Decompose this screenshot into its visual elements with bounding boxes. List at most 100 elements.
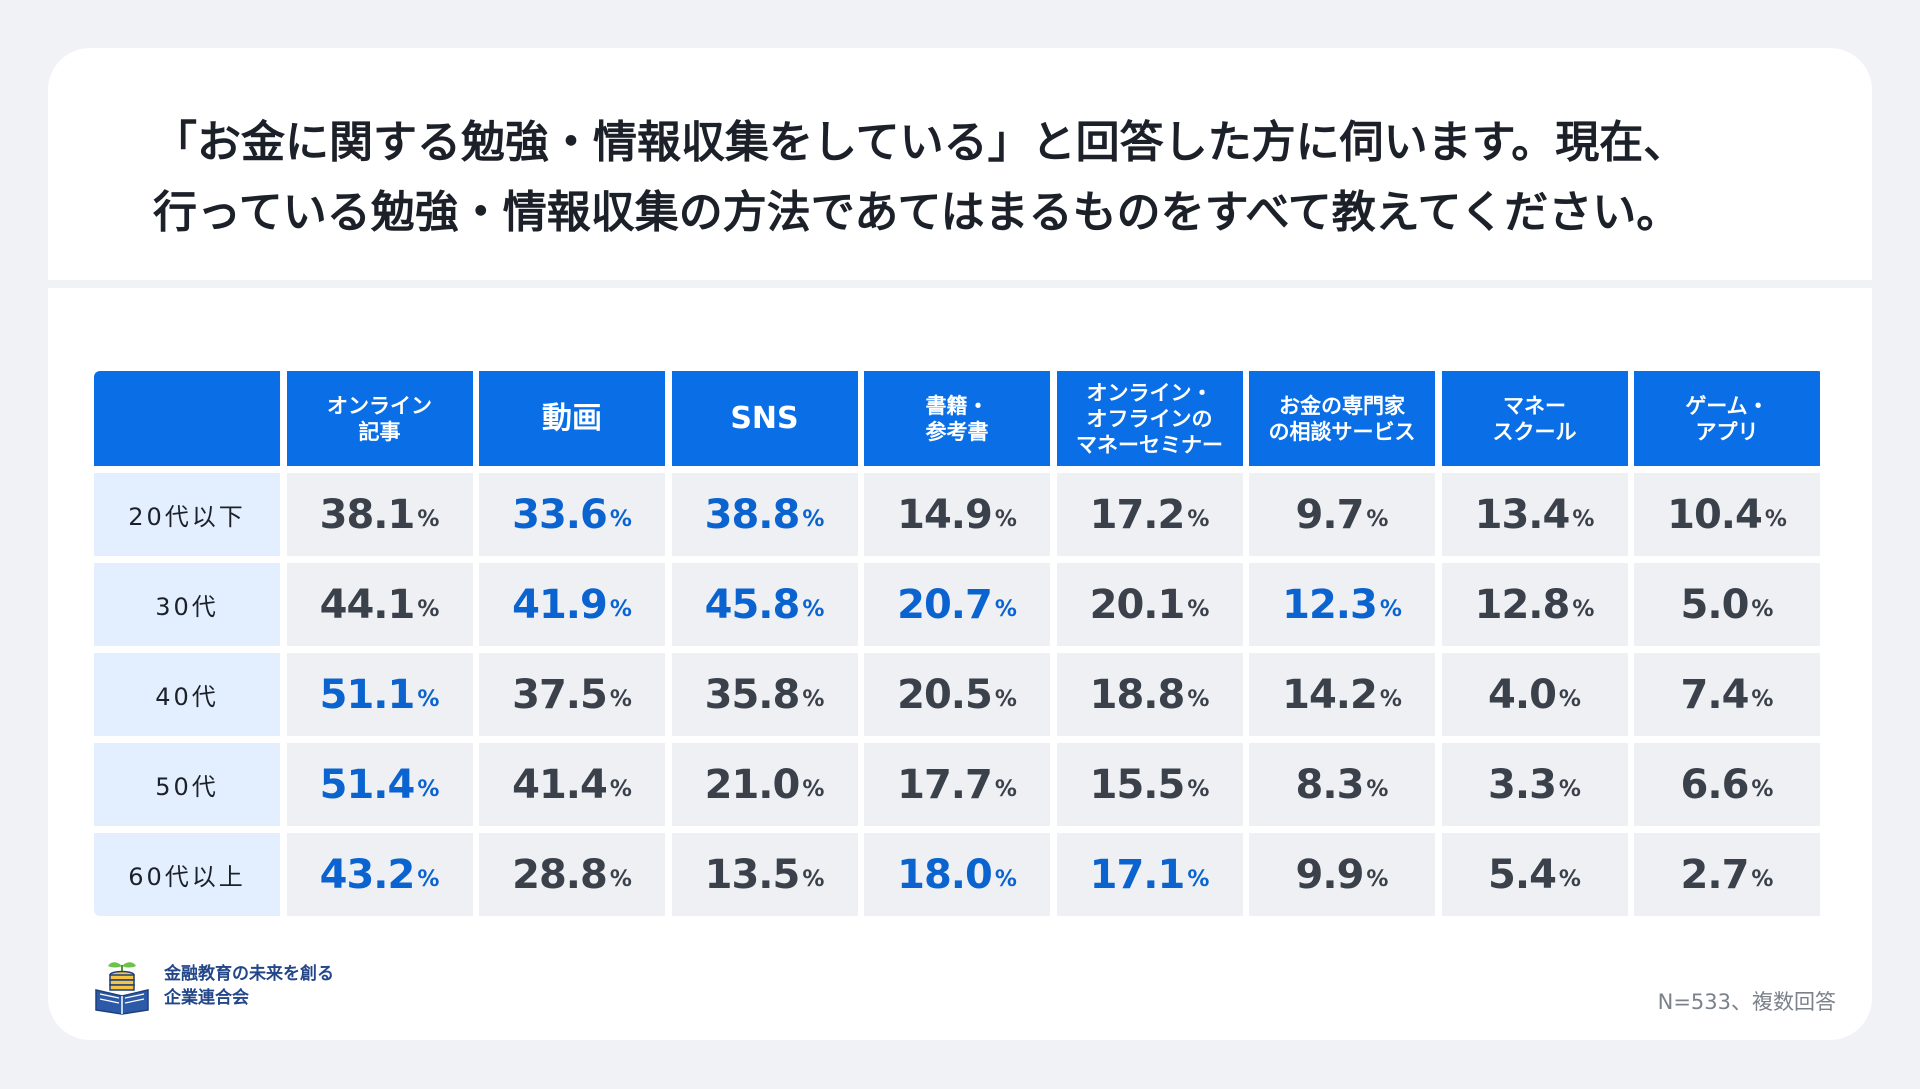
cell-value: 14.9	[897, 491, 993, 538]
table-cell: 13.5%	[671, 833, 858, 916]
column-header: オンライン・ オフラインの マネーセミナー	[1056, 371, 1243, 466]
table-cell: 17.7%	[864, 743, 1050, 826]
cell-value: 2.7	[1680, 851, 1750, 898]
cell-value: 51.1	[319, 671, 416, 718]
cell-value: 17.1	[1089, 851, 1186, 898]
cell-value: 12.8	[1474, 581, 1571, 628]
row-label: 40代	[94, 653, 280, 736]
sample-note: N=533、複数回答	[1657, 990, 1836, 1014]
table-cell: 15.5%	[1056, 743, 1243, 826]
cell-value: 13.4	[1474, 491, 1571, 538]
percent-unit: %	[1187, 597, 1210, 622]
table-cell: 2.7%	[1634, 833, 1820, 916]
table-cell: 12.8%	[1441, 563, 1628, 646]
percent-unit: %	[1572, 597, 1595, 622]
table-cell: 17.2%	[1056, 473, 1243, 556]
percent-unit: %	[1558, 867, 1581, 892]
title-area: 「お金に関する勉強・情報収集をしている」と回答した方に伺います。現在、 行ってい…	[48, 48, 1872, 288]
percent-unit: %	[1751, 597, 1774, 622]
cell-value: 20.5	[897, 671, 993, 718]
table-cell: 12.3%	[1249, 563, 1435, 646]
cell-value: 43.2	[319, 851, 416, 898]
percent-unit: %	[1751, 687, 1774, 712]
cell-value: 5.0	[1680, 581, 1750, 628]
cell-value: 12.3	[1282, 581, 1378, 628]
cell-value: 20.7	[897, 581, 993, 628]
cell-value: 28.8	[512, 851, 608, 898]
percent-unit: %	[609, 687, 632, 712]
cell-value: 35.8	[704, 671, 801, 718]
percent-unit: %	[417, 867, 440, 892]
percent-unit: %	[802, 597, 825, 622]
cell-value: 33.6	[512, 491, 608, 538]
cell-value: 6.6	[1680, 761, 1750, 808]
table-cell: 20.7%	[864, 563, 1050, 646]
row-label: 20代以下	[94, 473, 280, 556]
table-cell: 38.8%	[671, 473, 858, 556]
data-table: オンライン 記事 動画 SNS 書籍・ 参考書 オンライン・ オフラインの マネーセミナ…	[94, 371, 1824, 916]
percent-unit: %	[1379, 597, 1402, 622]
percent-unit: %	[802, 867, 825, 892]
table-cell: 28.8%	[479, 833, 665, 916]
percent-unit: %	[1187, 507, 1210, 532]
org-name-line-1: 金融教育の未来を創る	[164, 964, 334, 984]
percent-unit: %	[802, 507, 825, 532]
table-cell: 9.7%	[1249, 473, 1435, 556]
org-name-line-2: 企業連合会	[164, 988, 249, 1008]
cell-value: 41.4	[512, 761, 608, 808]
row-label: 50代	[94, 743, 280, 826]
percent-unit: %	[1751, 867, 1774, 892]
percent-unit: %	[994, 507, 1017, 532]
page-title-line-2: 行っている勉強・情報収集の方法であてはまるものをすべて教えてください。	[153, 187, 1681, 238]
table-cell: 6.6%	[1634, 743, 1820, 826]
table-cell: 51.4%	[286, 743, 473, 826]
column-header: オンライン 記事	[286, 371, 473, 466]
column-header: マネー スクール	[1441, 371, 1628, 466]
table-cell: 4.0%	[1441, 653, 1628, 736]
table-cell: 17.1%	[1056, 833, 1243, 916]
percent-unit: %	[1366, 867, 1389, 892]
table-cell: 45.8%	[671, 563, 858, 646]
table-cell: 37.5%	[479, 653, 665, 736]
percent-unit: %	[609, 867, 632, 892]
percent-unit: %	[1187, 687, 1210, 712]
column-header: ゲーム・ アプリ	[1634, 371, 1820, 466]
table-cell: 9.9%	[1249, 833, 1435, 916]
column-header: SNS	[671, 371, 858, 466]
table-cell: 8.3%	[1249, 743, 1435, 826]
percent-unit: %	[994, 777, 1017, 802]
percent-unit: %	[1187, 867, 1210, 892]
cell-value: 9.7	[1295, 491, 1365, 538]
table-cell: 35.8%	[671, 653, 858, 736]
header-corner-cell	[94, 371, 280, 466]
cell-value: 37.5	[512, 671, 608, 718]
percent-unit: %	[994, 867, 1017, 892]
table-cell: 5.4%	[1441, 833, 1628, 916]
percent-unit: %	[1366, 777, 1389, 802]
cell-value: 21.0	[704, 761, 801, 808]
column-header: 書籍・ 参考書	[864, 371, 1050, 466]
cell-value: 45.8	[704, 581, 801, 628]
table-cell: 3.3%	[1441, 743, 1628, 826]
table-cell: 7.4%	[1634, 653, 1820, 736]
percent-unit: %	[417, 597, 440, 622]
column-header: お金の専門家 の相談サービス	[1249, 371, 1435, 466]
table-cell: 5.0%	[1634, 563, 1820, 646]
cell-value: 9.9	[1295, 851, 1365, 898]
column-header: 動画	[479, 371, 665, 466]
table-cell: 14.9%	[864, 473, 1050, 556]
cell-value: 5.4	[1488, 851, 1557, 898]
table-cell: 20.1%	[1056, 563, 1243, 646]
card: 「お金に関する勉強・情報収集をしている」と回答した方に伺います。現在、 行ってい…	[48, 48, 1872, 1040]
cell-value: 41.9	[512, 581, 608, 628]
table-cell: 10.4%	[1634, 473, 1820, 556]
table-cell: 44.1%	[286, 563, 473, 646]
percent-unit: %	[802, 777, 825, 802]
percent-unit: %	[1366, 507, 1389, 532]
table-cell: 51.1%	[286, 653, 473, 736]
table-cell: 41.4%	[479, 743, 665, 826]
cell-value: 44.1	[319, 581, 416, 628]
cell-value: 18.0	[897, 851, 993, 898]
cell-value: 38.8	[704, 491, 801, 538]
cell-value: 20.1	[1089, 581, 1186, 628]
